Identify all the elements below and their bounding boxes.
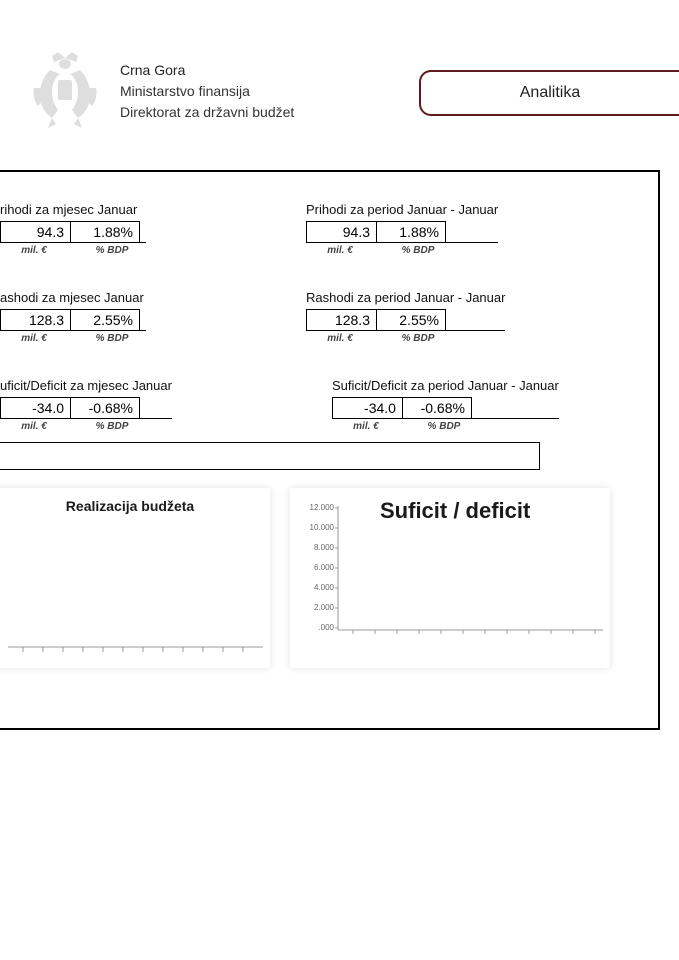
org-line2: Ministarstvo finansija [120, 81, 399, 102]
org-line3: Direktorat za državni budžet [120, 102, 399, 123]
metric-revenue-period: Prihodi za period Januar - Januar 94.3 1… [306, 202, 498, 256]
metric-values: 94.3 1.88% [0, 221, 146, 243]
unit-bdp: % BDP [384, 333, 452, 344]
metric-units: mil. € % BDP [0, 421, 172, 432]
metric-title: ashodi za mjesec Januar [0, 290, 146, 305]
chart-left-svg [0, 522, 268, 662]
metric-units: mil. € % BDP [332, 421, 559, 432]
unit-bdp: % BDP [78, 245, 146, 256]
metric-value-mil: -34.0 [0, 397, 70, 418]
metric-values: 128.3 2.55% [0, 309, 146, 331]
crest-icon [30, 50, 100, 130]
svg-text:12.000: 12.000 [310, 503, 335, 512]
x-ticks [23, 647, 243, 652]
metric-value-pct: -0.68% [402, 397, 472, 418]
metric-value-pct: 1.88% [70, 221, 140, 242]
metric-values: -34.0 -0.68% [0, 397, 172, 419]
metric-title: rihodi za mjesec Januar [0, 202, 146, 217]
metric-value-pct: 2.55% [70, 309, 140, 330]
svg-text:4.000: 4.000 [314, 583, 335, 592]
y-labels: 12.000 10.000 8.000 6.000 4.000 2.000 .0… [310, 503, 335, 632]
metrics-row-1: rihodi za mjesec Januar 94.3 1.88% mil. … [0, 202, 638, 256]
chart-title: Realizacija budžeta [0, 498, 262, 514]
unit-mil: mil. € [0, 245, 68, 256]
svg-text:8.000: 8.000 [314, 543, 335, 552]
charts-row: Realizacija budžeta [0, 488, 638, 668]
metric-expense-period: Rashodi za period Januar - Januar 128.3 … [306, 290, 505, 344]
x-ticks [353, 630, 595, 634]
empty-input-box[interactable] [0, 442, 540, 470]
metric-values: 128.3 2.55% [306, 309, 505, 331]
main-panel: rihodi za mjesec Januar 94.3 1.88% mil. … [0, 170, 660, 730]
unit-bdp: % BDP [384, 245, 452, 256]
metric-value-mil: 94.3 [0, 221, 70, 242]
svg-text:.000: .000 [318, 623, 334, 632]
analytics-tab-label: Analitika [520, 84, 580, 102]
metric-value-mil: 128.3 [0, 309, 70, 330]
svg-text:2.000: 2.000 [314, 603, 335, 612]
header: Crna Gora Ministarstvo finansija Direkto… [0, 0, 679, 130]
metric-units: mil. € % BDP [0, 245, 146, 256]
unit-mil: mil. € [0, 421, 68, 432]
metric-value-mil: 128.3 [306, 309, 376, 330]
metric-title: Prihodi za period Januar - Januar [306, 202, 498, 217]
metric-title: Rashodi za period Januar - Januar [306, 290, 505, 305]
metric-expense-month: ashodi za mjesec Januar 128.3 2.55% mil.… [0, 290, 146, 344]
metrics-row-3: uficit/Deficit za mjesec Januar -34.0 -0… [0, 378, 638, 432]
chart-surplus-deficit: Suficit / deficit 12.000 10.000 8.000 6.… [290, 488, 610, 668]
unit-bdp: % BDP [78, 333, 146, 344]
svg-text:10.000: 10.000 [310, 523, 335, 532]
org-line1: Crna Gora [120, 60, 399, 81]
metric-units: mil. € % BDP [306, 245, 498, 256]
metric-value-pct: 2.55% [376, 309, 446, 330]
metric-deficit-period: Suficit/Deficit za period Januar - Janua… [332, 378, 559, 432]
metric-value-pct: 1.88% [376, 221, 446, 242]
chart-budget-realization: Realizacija budžeta [0, 488, 270, 668]
analytics-tab[interactable]: Analitika [419, 70, 679, 116]
metric-value-mil: -34.0 [332, 397, 402, 418]
organization-block: Crna Gora Ministarstvo finansija Direkto… [120, 50, 399, 123]
metric-title: uficit/Deficit za mjesec Januar [0, 378, 172, 393]
metric-title: Suficit/Deficit za period Januar - Janua… [332, 378, 559, 393]
metric-units: mil. € % BDP [0, 333, 146, 344]
chart-title: Suficit / deficit [380, 498, 530, 524]
metric-value-mil: 94.3 [306, 221, 376, 242]
metric-deficit-month: uficit/Deficit za mjesec Januar -34.0 -0… [0, 378, 172, 432]
metric-values: -34.0 -0.68% [332, 397, 559, 419]
unit-bdp: % BDP [410, 421, 478, 432]
svg-text:6.000: 6.000 [314, 563, 335, 572]
unit-bdp: % BDP [78, 421, 146, 432]
metrics-row-2: ashodi za mjesec Januar 128.3 2.55% mil.… [0, 290, 638, 344]
unit-mil: mil. € [0, 333, 68, 344]
metric-value-pct: -0.68% [70, 397, 140, 418]
unit-mil: mil. € [306, 245, 374, 256]
metric-units: mil. € % BDP [306, 333, 505, 344]
metric-values: 94.3 1.88% [306, 221, 498, 243]
metric-revenue-month: rihodi za mjesec Januar 94.3 1.88% mil. … [0, 202, 146, 256]
unit-mil: mil. € [332, 421, 400, 432]
unit-mil: mil. € [306, 333, 374, 344]
